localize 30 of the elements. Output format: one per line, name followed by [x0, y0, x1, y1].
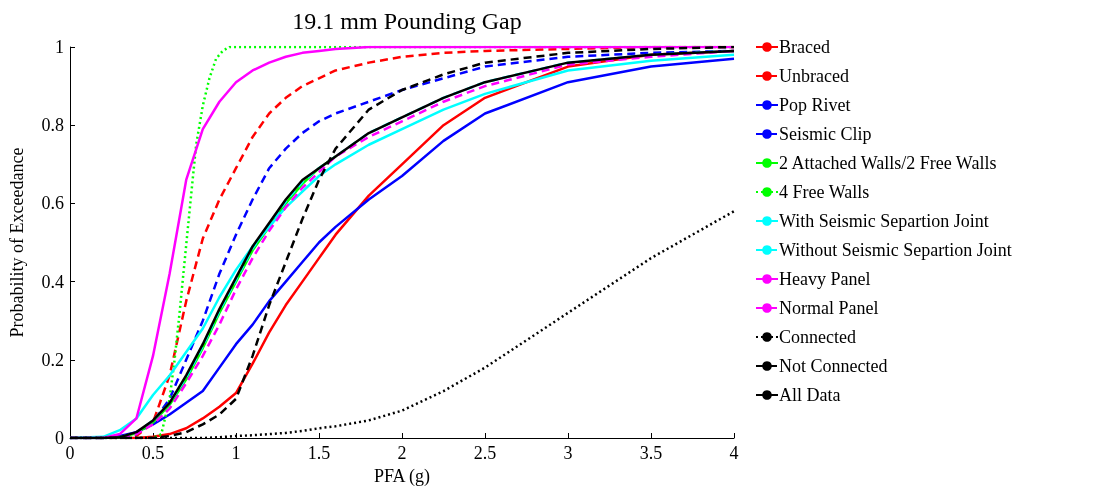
legend-label: Pop Rivet — [779, 95, 851, 115]
legend-label: Heavy Panel — [779, 269, 871, 289]
legend-label: Connected — [779, 327, 856, 347]
chart-title: 19.1 mm Pounding Gap — [292, 8, 522, 34]
legend-label: Not Connected — [779, 356, 888, 376]
legend-label: 4 Free Walls — [779, 182, 870, 202]
legend-label: 2 Attached Walls/2 Free Walls — [779, 153, 997, 173]
legend-label: Normal Panel — [779, 298, 879, 318]
y-tick-label: 0 — [55, 428, 64, 448]
x-tick-label: 0.5 — [141, 443, 165, 463]
legend-label: Seismic Clip — [779, 124, 872, 144]
x-tick-label: 2 — [397, 443, 407, 463]
x-tick-label: 2.5 — [473, 443, 497, 463]
y-axis-title: Probability of Exceedance — [7, 147, 27, 338]
legend-label: Unbraced — [779, 66, 849, 86]
legend-label: Without Seismic Separtion Joint — [779, 240, 1012, 260]
y-tick-label: 0.2 — [41, 349, 64, 370]
x-tick-label: 3 — [563, 443, 573, 463]
legend-label: All Data — [779, 385, 841, 405]
x-tick-label: 1 — [231, 443, 241, 463]
legend-label: Braced — [779, 37, 830, 57]
y-tick-label: 0.8 — [41, 115, 64, 136]
x-tick-label: 4 — [729, 443, 739, 463]
y-tick-label: 0.6 — [41, 193, 64, 214]
x-tick-label: 1.5 — [307, 443, 331, 463]
x-tick-label: 3.5 — [639, 443, 663, 463]
y-tick-label: 0.4 — [41, 271, 64, 292]
y-tick-label: 1 — [55, 37, 64, 57]
x-axis-title: PFA (g) — [373, 465, 431, 487]
legend-label: With Seismic Separtion Joint — [779, 211, 989, 231]
